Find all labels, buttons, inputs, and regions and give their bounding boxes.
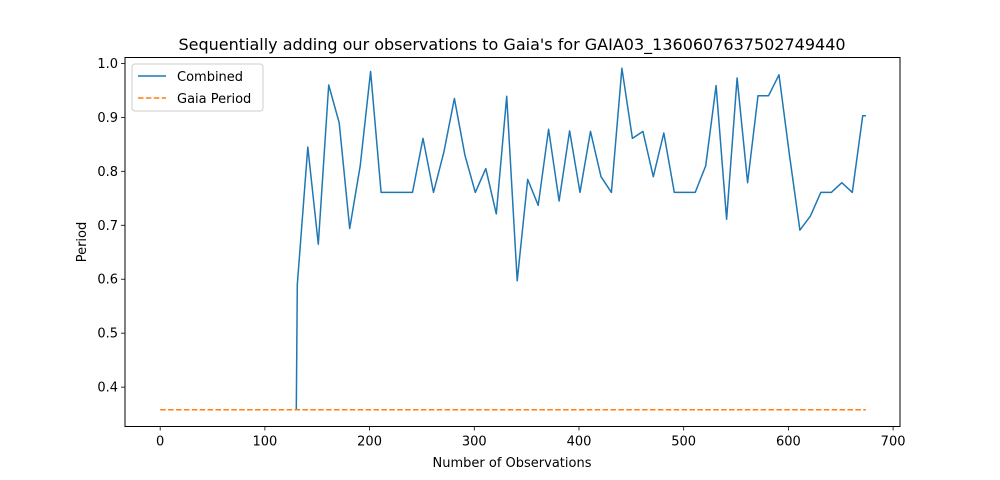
y-tick-label: 0.7 — [97, 219, 118, 234]
legend: Combined Gaia Period — [131, 63, 264, 112]
plot-lines — [160, 67, 866, 411]
y-axis-ticks: 0.4 0.5 0.6 0.7 0.8 0.9 1.0 — [97, 57, 125, 396]
plot-frame — [124, 57, 901, 427]
x-axis-label: Number of Observations — [433, 456, 592, 471]
x-tick-label: 600 — [776, 435, 801, 450]
y-tick-label: 0.8 — [97, 165, 118, 180]
y-tick-label: 1.0 — [97, 57, 118, 72]
y-tick-label: 0.9 — [97, 111, 118, 126]
y-tick-label: 0.6 — [97, 273, 118, 288]
x-tick-label: 100 — [252, 435, 277, 450]
series-line-combined — [295, 67, 866, 410]
x-tick-label: 400 — [567, 435, 592, 450]
x-tick-label: 0 — [156, 435, 164, 450]
y-axis-label: Period — [75, 222, 90, 263]
x-tick-label: 200 — [357, 435, 382, 450]
y-tick-label: 0.4 — [97, 381, 118, 396]
x-axis-ticks: 0 100 200 300 400 500 600 700 — [156, 426, 906, 450]
legend-label-combined: Combined — [177, 70, 243, 85]
chart-title: Sequentially adding our observations to … — [178, 35, 845, 55]
x-tick-label: 300 — [462, 435, 487, 450]
legend-label-gaia-period: Gaia Period — [177, 92, 251, 107]
x-tick-label: 700 — [881, 435, 906, 450]
x-tick-label: 500 — [671, 435, 696, 450]
y-tick-label: 0.5 — [97, 327, 118, 342]
